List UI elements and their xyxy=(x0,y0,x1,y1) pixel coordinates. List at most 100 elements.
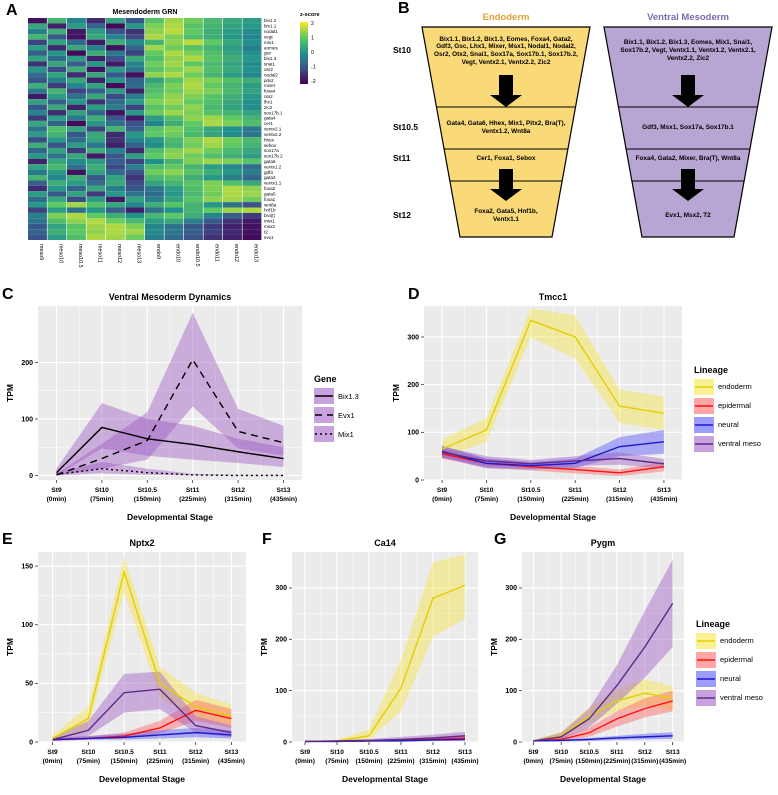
svg-text:foxa2: foxa2 xyxy=(264,186,276,191)
svg-text:ventx2.2: ventx2.2 xyxy=(264,132,282,137)
svg-text:lhx1: lhx1 xyxy=(264,99,273,104)
legend-key-icon xyxy=(696,632,716,649)
svg-text:St9: St9 xyxy=(528,749,539,756)
chart-svg-D: 0 100 200 300 St9 (0min) St10 (75min) St10.5 (150… xyxy=(391,292,682,522)
panel-label-a: A xyxy=(6,2,18,19)
legend-key-icon xyxy=(694,435,714,452)
svg-text:200: 200 xyxy=(275,637,287,644)
legend-key-icon xyxy=(696,651,716,668)
chart-ventral-mesoderm-dynamics: 0 100 200 St9 (0min) St10 (75min) St10.5 (150min… xyxy=(4,290,359,526)
x-axis-label: Developmental Stage xyxy=(560,774,646,784)
down-arrow-icon xyxy=(672,95,704,107)
heatmap-gene-labels: bix1.2bix1.1nodal1vegtmix1eomesgscbix1.3… xyxy=(264,18,283,240)
legend-entry-bix1-3: Bix1.3 xyxy=(314,388,359,404)
svg-text:0: 0 xyxy=(513,739,517,746)
svg-text:(315min): (315min) xyxy=(419,758,446,765)
panel-label-e: E xyxy=(2,531,13,548)
legend-label: ventral meso xyxy=(720,693,763,702)
svg-text:(315min): (315min) xyxy=(631,758,658,765)
svg-text:(150min): (150min) xyxy=(355,758,382,765)
svg-text:(0min): (0min) xyxy=(47,496,67,503)
stage-label-st12: St12 xyxy=(393,210,411,220)
ventral-mesoderm-funnel-diagram: Bix1.1, Bix1.2, Bix1.3, Eomes, Mix1, Sna… xyxy=(602,25,774,245)
legend-label: neural xyxy=(720,674,741,683)
svg-text:(75min): (75min) xyxy=(549,758,572,765)
svg-text:vegt: vegt xyxy=(264,34,273,39)
legend-label: endoderm xyxy=(718,382,752,391)
chart-title: Ventral Mesoderm Dynamics xyxy=(109,292,232,302)
svg-text:nodal2: nodal2 xyxy=(264,72,278,77)
endoderm-funnel-title: Endoderm xyxy=(482,12,530,23)
legend-label: Mix1 xyxy=(338,429,354,439)
legend-entry-ventral-meso: ventral meso xyxy=(696,689,763,706)
legend-key-icon xyxy=(314,388,334,404)
legend-entry-endoderm: endoderm xyxy=(696,632,763,649)
svg-text:gata6: gata6 xyxy=(264,159,276,164)
svg-text:200: 200 xyxy=(407,382,419,389)
svg-text:0: 0 xyxy=(29,473,33,480)
svg-text:(435min): (435min) xyxy=(451,758,478,765)
svg-text:otx2: otx2 xyxy=(264,94,273,99)
funnel-tier-genes: Bix1.1, Bix1.2, Bix1.3, Eomes, Foxa4, Ga… xyxy=(434,35,578,66)
svg-text:St10.5: St10.5 xyxy=(138,487,158,494)
svg-text:(435min): (435min) xyxy=(659,758,686,765)
svg-text:sox17a: sox17a xyxy=(264,148,279,153)
x-axis-label: Developmental Stage xyxy=(342,774,428,784)
svg-text:gsc: gsc xyxy=(264,51,272,56)
funnel-tier-genes: Foxa4, Gata2, Mixer, Bra(T), Wnt8a xyxy=(635,155,741,163)
svg-text:(225min): (225min) xyxy=(603,758,630,765)
legend-title: Lineage xyxy=(696,618,731,629)
funnel-tier-genes: Gdf3, Msx1, Sox17a, Sox17b.1 xyxy=(642,124,734,132)
svg-text:bra(t): bra(t) xyxy=(264,213,275,218)
y-axis-label: TPM xyxy=(5,638,15,656)
svg-text:endo9: endo9 xyxy=(155,244,161,259)
down-arrow-icon xyxy=(681,169,695,189)
svg-text:wnt8a: wnt8a xyxy=(264,202,277,207)
svg-text:(0min): (0min) xyxy=(432,496,452,503)
svg-text:hnf1b: hnf1b xyxy=(264,208,276,213)
heatmap-column-labels: meso9 meso10 meso10.5 meso11 meso12 meso13 end… xyxy=(38,244,258,268)
chart-title: Ca14 xyxy=(374,538,396,548)
svg-text:St11: St11 xyxy=(394,749,408,756)
svg-text:sox17b.2: sox17b.2 xyxy=(264,154,283,159)
svg-text:(435min): (435min) xyxy=(218,758,245,765)
y-axis-label: TPM xyxy=(391,384,401,402)
svg-text:osr2: osr2 xyxy=(264,67,273,72)
legend-D: Lineage endoderm epidermal neural ventral me… xyxy=(694,365,761,452)
svg-text:200: 200 xyxy=(505,637,517,644)
stage-label-st10: St10 xyxy=(393,45,411,55)
funnel-svg: Bix1.1, Bix1.2, Bix1.3, Eomes, Mix1, Sna… xyxy=(603,26,773,238)
svg-text:hhex: hhex xyxy=(264,137,275,142)
svg-text:St12: St12 xyxy=(638,749,652,756)
svg-text:St9: St9 xyxy=(47,749,58,756)
colorbar xyxy=(300,22,308,84)
ventral-mesoderm-funnel: Ventral Mesoderm Bix1.1, Bix1.2, Bix1.3,… xyxy=(602,10,774,245)
svg-text:nodal1: nodal1 xyxy=(264,29,278,34)
legend-G: Lineage endoderm epidermal neural ventral me… xyxy=(696,619,763,706)
svg-text:St10: St10 xyxy=(479,487,493,494)
legend-label: ventral meso xyxy=(718,439,761,448)
svg-text:St13: St13 xyxy=(458,749,472,756)
legend-entry-evx1: Evx1 xyxy=(314,407,359,423)
down-arrow-icon xyxy=(499,169,513,189)
svg-text:St9: St9 xyxy=(51,487,62,494)
down-arrow-icon xyxy=(499,75,513,95)
svg-text:St10: St10 xyxy=(95,487,109,494)
svg-text:snai1: snai1 xyxy=(264,62,275,67)
chart-tmcc1: 0 100 200 300 St9 (0min) St10 (75min) St10.5 (150… xyxy=(390,290,761,526)
svg-text:St13: St13 xyxy=(657,487,671,494)
svg-text:evx1: evx1 xyxy=(264,235,274,240)
svg-text:(0min): (0min) xyxy=(523,758,543,765)
legend-key-icon xyxy=(314,426,334,442)
svg-text:St13: St13 xyxy=(277,487,291,494)
svg-text:St11: St11 xyxy=(153,749,167,756)
down-arrow-icon xyxy=(490,189,522,201)
svg-text:-2: -2 xyxy=(311,79,316,85)
svg-text:St10.5: St10.5 xyxy=(359,749,379,756)
svg-text:(225min): (225min) xyxy=(387,758,414,765)
svg-text:(150min): (150min) xyxy=(134,496,161,503)
legend-entry-neural: neural xyxy=(696,670,763,687)
panel-label-c: C xyxy=(2,286,14,303)
svg-text:St13: St13 xyxy=(224,749,238,756)
